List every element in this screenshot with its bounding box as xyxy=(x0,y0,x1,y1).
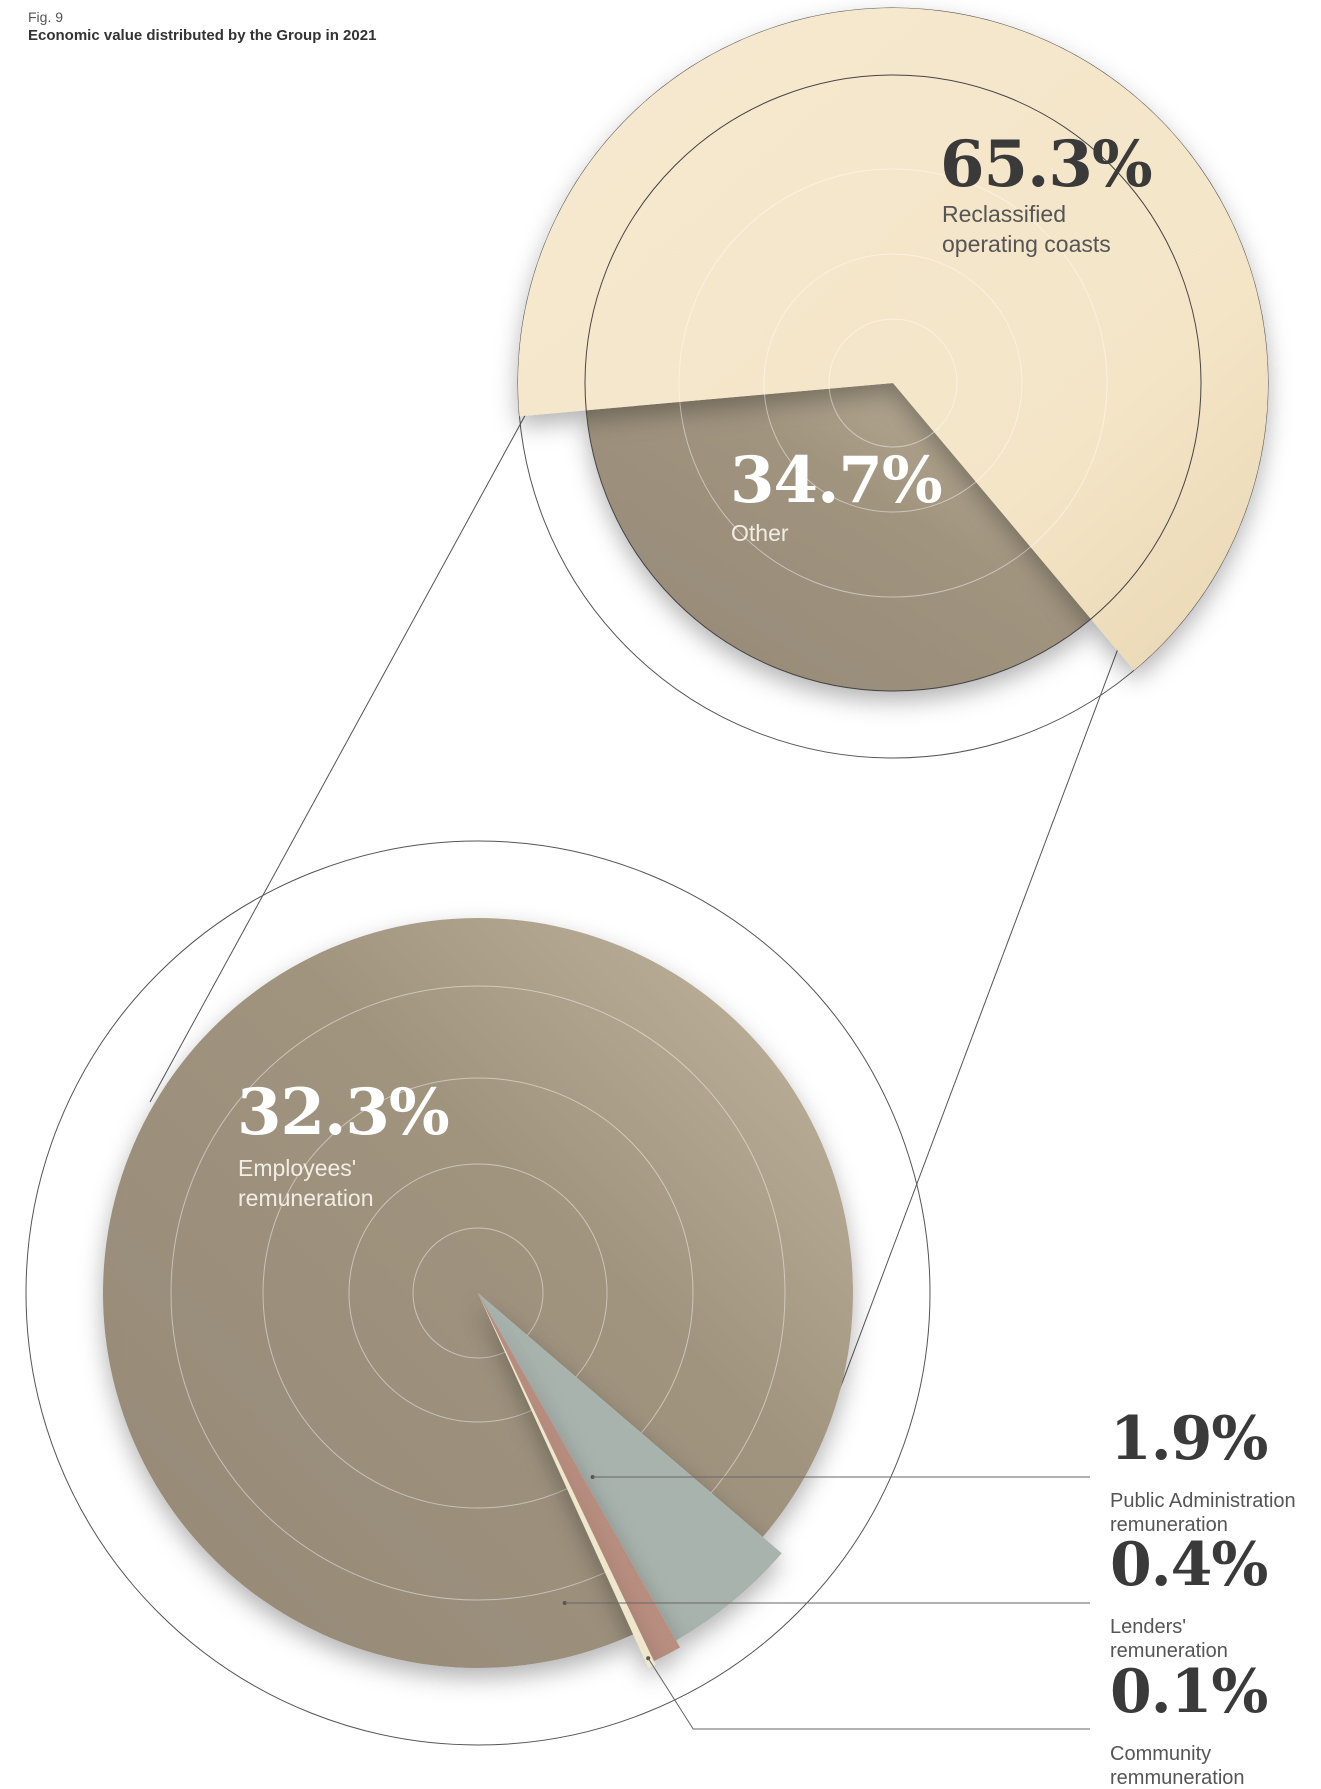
pie1-guide-ring xyxy=(763,253,1023,513)
figure-title: Economic value distributed by the Group … xyxy=(28,27,377,44)
value-label-other: 34.7% xyxy=(730,443,942,518)
category-label-lenders: Lenders' xyxy=(1110,1616,1186,1638)
pie-chart-other-breakdown xyxy=(25,840,931,1746)
value-label-public-administration: 1.9% xyxy=(1110,1404,1267,1474)
pie1-inner-outline xyxy=(584,74,1202,692)
category-label-public-administration: remuneration xyxy=(1110,1514,1228,1536)
pie2-guide-ring xyxy=(262,1077,694,1509)
pie-chart-total xyxy=(517,7,1269,759)
pie2-guide-ring xyxy=(412,1227,544,1359)
connector-line-right xyxy=(829,504,1173,1416)
pie1-guide-ring xyxy=(678,168,1108,598)
pie1-guide-ring xyxy=(828,318,958,448)
category-label-reclassified: Reclassified xyxy=(942,201,1066,227)
figure-number: Fig. 9 xyxy=(28,9,64,25)
pie2-slice-lenders xyxy=(478,1293,681,1662)
category-label-other: Other xyxy=(731,520,789,546)
category-label-reclassified: operating coasts xyxy=(942,231,1111,257)
leader-line-community xyxy=(647,1658,1090,1730)
category-label-employees: Employees' xyxy=(238,1155,356,1181)
pie1-slice-reclassified-operating-costs xyxy=(517,8,1268,671)
pie2-slice-public-administration xyxy=(478,1293,782,1641)
category-label-community: Community xyxy=(1110,1743,1211,1765)
pie2-guide-ring xyxy=(348,1163,608,1423)
pie2-slice-community xyxy=(478,1293,656,1669)
category-label-employees: remuneration xyxy=(238,1185,374,1211)
pie1-slice-other xyxy=(586,383,1091,691)
pie2-outer-ring xyxy=(25,840,931,1746)
chart-labels: 65.3%Reclassified operating coasts 34.7%Ot… xyxy=(237,127,1296,1789)
value-label-employees: 32.3% xyxy=(237,1075,449,1150)
value-label-community: 0.1% xyxy=(1110,1657,1267,1727)
value-label-reclassified: 65.3% xyxy=(940,127,1152,202)
category-label-public-administration: Public Administration xyxy=(1110,1490,1296,1512)
category-label-lenders: remuneration xyxy=(1110,1640,1228,1662)
category-label-community: remmuneration xyxy=(1110,1767,1245,1789)
pie2-slice-employees-remuneration xyxy=(102,918,853,1669)
value-label-lenders: 0.4% xyxy=(1110,1530,1267,1600)
pie2-guide-ring xyxy=(170,985,786,1601)
